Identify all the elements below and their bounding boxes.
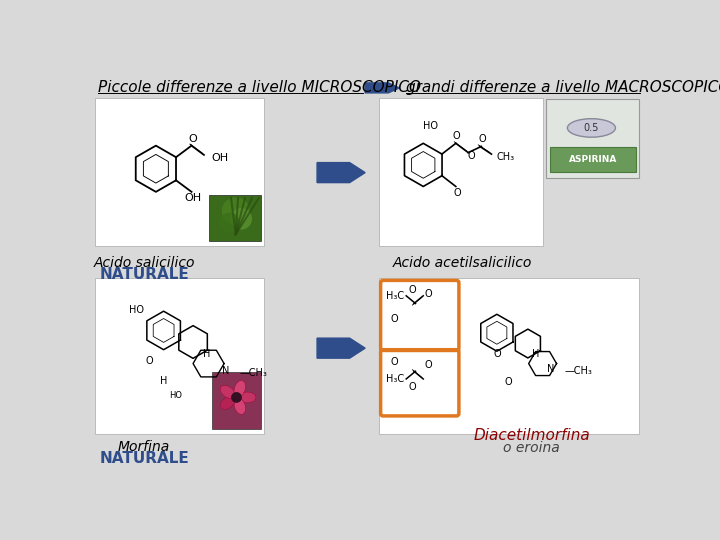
Text: Piccole differenze a livello MICROSCOPICO: Piccole differenze a livello MICROSCOPIC… bbox=[98, 80, 420, 96]
Text: HO: HO bbox=[423, 122, 438, 131]
Ellipse shape bbox=[220, 386, 235, 399]
FancyBboxPatch shape bbox=[210, 195, 261, 241]
Circle shape bbox=[231, 392, 242, 403]
Text: H₃C: H₃C bbox=[385, 291, 404, 301]
Text: O: O bbox=[424, 360, 432, 370]
Text: NATURALE: NATURALE bbox=[99, 267, 189, 282]
FancyBboxPatch shape bbox=[379, 278, 639, 434]
Ellipse shape bbox=[220, 396, 235, 409]
Text: O: O bbox=[424, 289, 432, 299]
FancyArrow shape bbox=[317, 338, 365, 358]
Text: H: H bbox=[532, 348, 539, 359]
FancyArrow shape bbox=[365, 83, 399, 93]
FancyBboxPatch shape bbox=[96, 278, 264, 434]
FancyBboxPatch shape bbox=[96, 98, 264, 246]
Text: H₃C: H₃C bbox=[385, 374, 404, 384]
Ellipse shape bbox=[234, 398, 246, 415]
Text: Diacetilmorfina: Diacetilmorfina bbox=[473, 428, 590, 443]
FancyArrow shape bbox=[317, 163, 365, 183]
Text: O: O bbox=[391, 314, 398, 324]
Text: O: O bbox=[408, 285, 416, 295]
Text: H: H bbox=[202, 348, 210, 359]
Text: OH: OH bbox=[212, 153, 229, 163]
Text: —CH₃: —CH₃ bbox=[564, 366, 592, 376]
Text: grandi differenze a livello MACROSCOPICO: grandi differenze a livello MACROSCOPICO bbox=[406, 80, 720, 96]
Text: N: N bbox=[547, 364, 555, 374]
Circle shape bbox=[222, 197, 250, 225]
Text: O: O bbox=[505, 377, 513, 387]
Text: Morfina: Morfina bbox=[118, 440, 171, 454]
Text: O: O bbox=[188, 134, 197, 145]
Text: CH₃: CH₃ bbox=[496, 152, 514, 162]
FancyBboxPatch shape bbox=[379, 98, 544, 246]
Text: O: O bbox=[391, 357, 398, 367]
Text: —CH₃: —CH₃ bbox=[240, 368, 267, 378]
Text: NATURALE: NATURALE bbox=[99, 451, 189, 467]
Circle shape bbox=[230, 208, 252, 230]
Ellipse shape bbox=[567, 119, 616, 137]
Text: O: O bbox=[454, 187, 462, 198]
Text: Acido salicilico: Acido salicilico bbox=[94, 256, 195, 270]
Text: HO: HO bbox=[129, 305, 144, 315]
Text: o eroina: o eroina bbox=[503, 441, 560, 455]
Text: O: O bbox=[467, 151, 475, 161]
Text: O: O bbox=[478, 134, 486, 144]
Ellipse shape bbox=[234, 380, 246, 397]
FancyBboxPatch shape bbox=[546, 99, 639, 178]
Text: O: O bbox=[408, 382, 416, 392]
Text: Acido acetilsalicilico: Acido acetilsalicilico bbox=[392, 256, 531, 270]
Text: N: N bbox=[222, 366, 229, 376]
Text: OH: OH bbox=[184, 193, 202, 203]
Text: 0.5: 0.5 bbox=[584, 123, 599, 133]
Text: ASPIRINA: ASPIRINA bbox=[569, 155, 617, 164]
Ellipse shape bbox=[239, 392, 256, 403]
Circle shape bbox=[220, 213, 240, 233]
Text: HO: HO bbox=[168, 392, 181, 400]
Text: O: O bbox=[493, 348, 500, 359]
FancyBboxPatch shape bbox=[550, 147, 636, 172]
FancyBboxPatch shape bbox=[212, 372, 261, 429]
Text: O: O bbox=[146, 356, 153, 366]
Text: O: O bbox=[453, 131, 460, 140]
Text: H: H bbox=[160, 375, 167, 386]
